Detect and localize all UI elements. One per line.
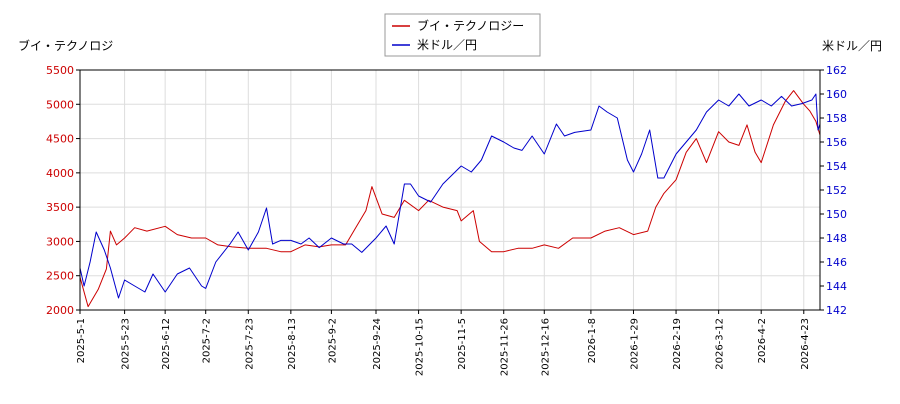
left-tick-label: 2000 (46, 304, 74, 317)
x-tick-label: 2025-10-15 (415, 318, 426, 376)
legend-box (384, 13, 541, 57)
left-tick-label: 3500 (46, 201, 74, 214)
right-tick-label: 150 (826, 208, 847, 221)
right-tick-label: 142 (826, 304, 847, 317)
x-tick-label: 2025-6-12 (161, 318, 172, 370)
right-tick-label: 156 (826, 136, 847, 149)
left-tick-label: 5000 (46, 98, 74, 111)
x-tick-label: 2025-7-23 (244, 318, 255, 370)
left-axis: 2000 2500 3000 3500 4000 4500 5000 5500 (46, 64, 80, 317)
left-tick-label: 2500 (46, 270, 74, 283)
series-line-usdjpy (79, 93, 821, 299)
left-tick-label: 3000 (46, 235, 74, 248)
left-tick-label: 5500 (46, 64, 74, 77)
x-tick-label: 2025-9-24 (372, 318, 383, 370)
left-tick-label: 4000 (46, 167, 74, 180)
x-tick-label: 2026-2-19 (672, 318, 683, 370)
right-tick-label: 162 (826, 64, 847, 77)
left-axis-label: ブイ・テクノロジ (18, 38, 113, 53)
x-tick-label: 2026-1-8 (587, 318, 598, 363)
x-tick-label: 2025-9-2 (327, 318, 338, 363)
right-tick-label: 146 (826, 256, 847, 269)
plot-frame (79, 69, 821, 311)
legend-label-usdjpy: 米ドル／円 (417, 38, 477, 52)
x-axis: 2025-5-1 2025-5-23 2025-6-12 2025-7-2 2025-7… (76, 310, 811, 376)
x-tick-label: 2025-11-5 (457, 318, 468, 370)
x-tick-label: 2025-12-16 (540, 318, 551, 376)
right-tick-label: 154 (826, 160, 847, 173)
x-tick-label: 2026-3-12 (715, 318, 726, 370)
x-tick-label: 2025-5-23 (121, 318, 132, 370)
x-tick-label: 2025-11-26 (500, 318, 511, 376)
left-tick-label: 4500 (46, 133, 74, 146)
legend-label-stock: ブイ・テクノロジー (417, 18, 524, 33)
legend: ブイ・テクノロジー 米ドル／円 (384, 13, 541, 57)
right-axis: 142 144 146 148 150 152 154 156 158 160 162 (820, 64, 847, 317)
right-tick-label: 148 (826, 232, 847, 245)
x-tick-label: 2026-4-23 (800, 318, 811, 370)
x-tick-label: 2026-1-29 (629, 318, 640, 370)
right-axis-label: 米ドル／円 (822, 39, 882, 53)
series-lines (79, 90, 821, 308)
x-tick-label: 2025-8-13 (287, 318, 298, 370)
right-tick-label: 152 (826, 184, 847, 197)
series-line-stock (79, 90, 821, 308)
x-tick-label: 2025-5-1 (76, 318, 87, 363)
grid (79, 69, 820, 311)
right-tick-label: 144 (826, 280, 847, 293)
right-tick-label: 160 (826, 88, 847, 101)
right-tick-label: 158 (826, 112, 847, 125)
x-tick-label: 2026-4-2 (757, 318, 768, 363)
x-tick-label: 2025-7-2 (202, 318, 213, 363)
